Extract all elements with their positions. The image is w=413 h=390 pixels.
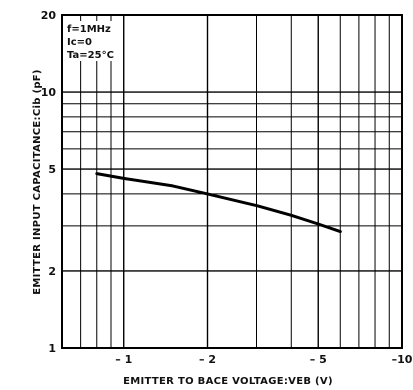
grid-lines	[62, 15, 402, 348]
x-tick-label: –10	[392, 353, 413, 366]
capacitance-curve	[95, 172, 342, 234]
conditions-annotation: f=1MHz Ic=0 Ta=25°C	[64, 21, 122, 61]
y-tick-label: 5	[48, 163, 56, 176]
annotation-collector-current: Ic=0	[67, 37, 92, 48]
y-tick-label: 20	[41, 9, 57, 22]
series-layer	[95, 172, 342, 234]
x-tick-label: – 5	[310, 353, 327, 366]
annotation-temperature: Ta=25°C	[67, 50, 114, 61]
y-axis-label: EMITTER INPUT CAPACITANCE:Cib (pF)	[32, 69, 43, 295]
tick-labels: 1 2 5 10 20 – 1 – 2 – 5 –10	[41, 9, 413, 366]
plot-frame	[61, 14, 403, 349]
y-tick-label: 2	[48, 265, 56, 278]
x-axis-label: EMITTER TO BACE VOLTAGE:VEB (V)	[123, 376, 333, 387]
y-tick-label: 10	[41, 86, 57, 99]
y-tick-label: 1	[48, 342, 56, 355]
x-tick-label: – 2	[199, 353, 216, 366]
x-tick-label: – 1	[115, 353, 132, 366]
annotation-frequency: f=1MHz	[67, 24, 111, 35]
